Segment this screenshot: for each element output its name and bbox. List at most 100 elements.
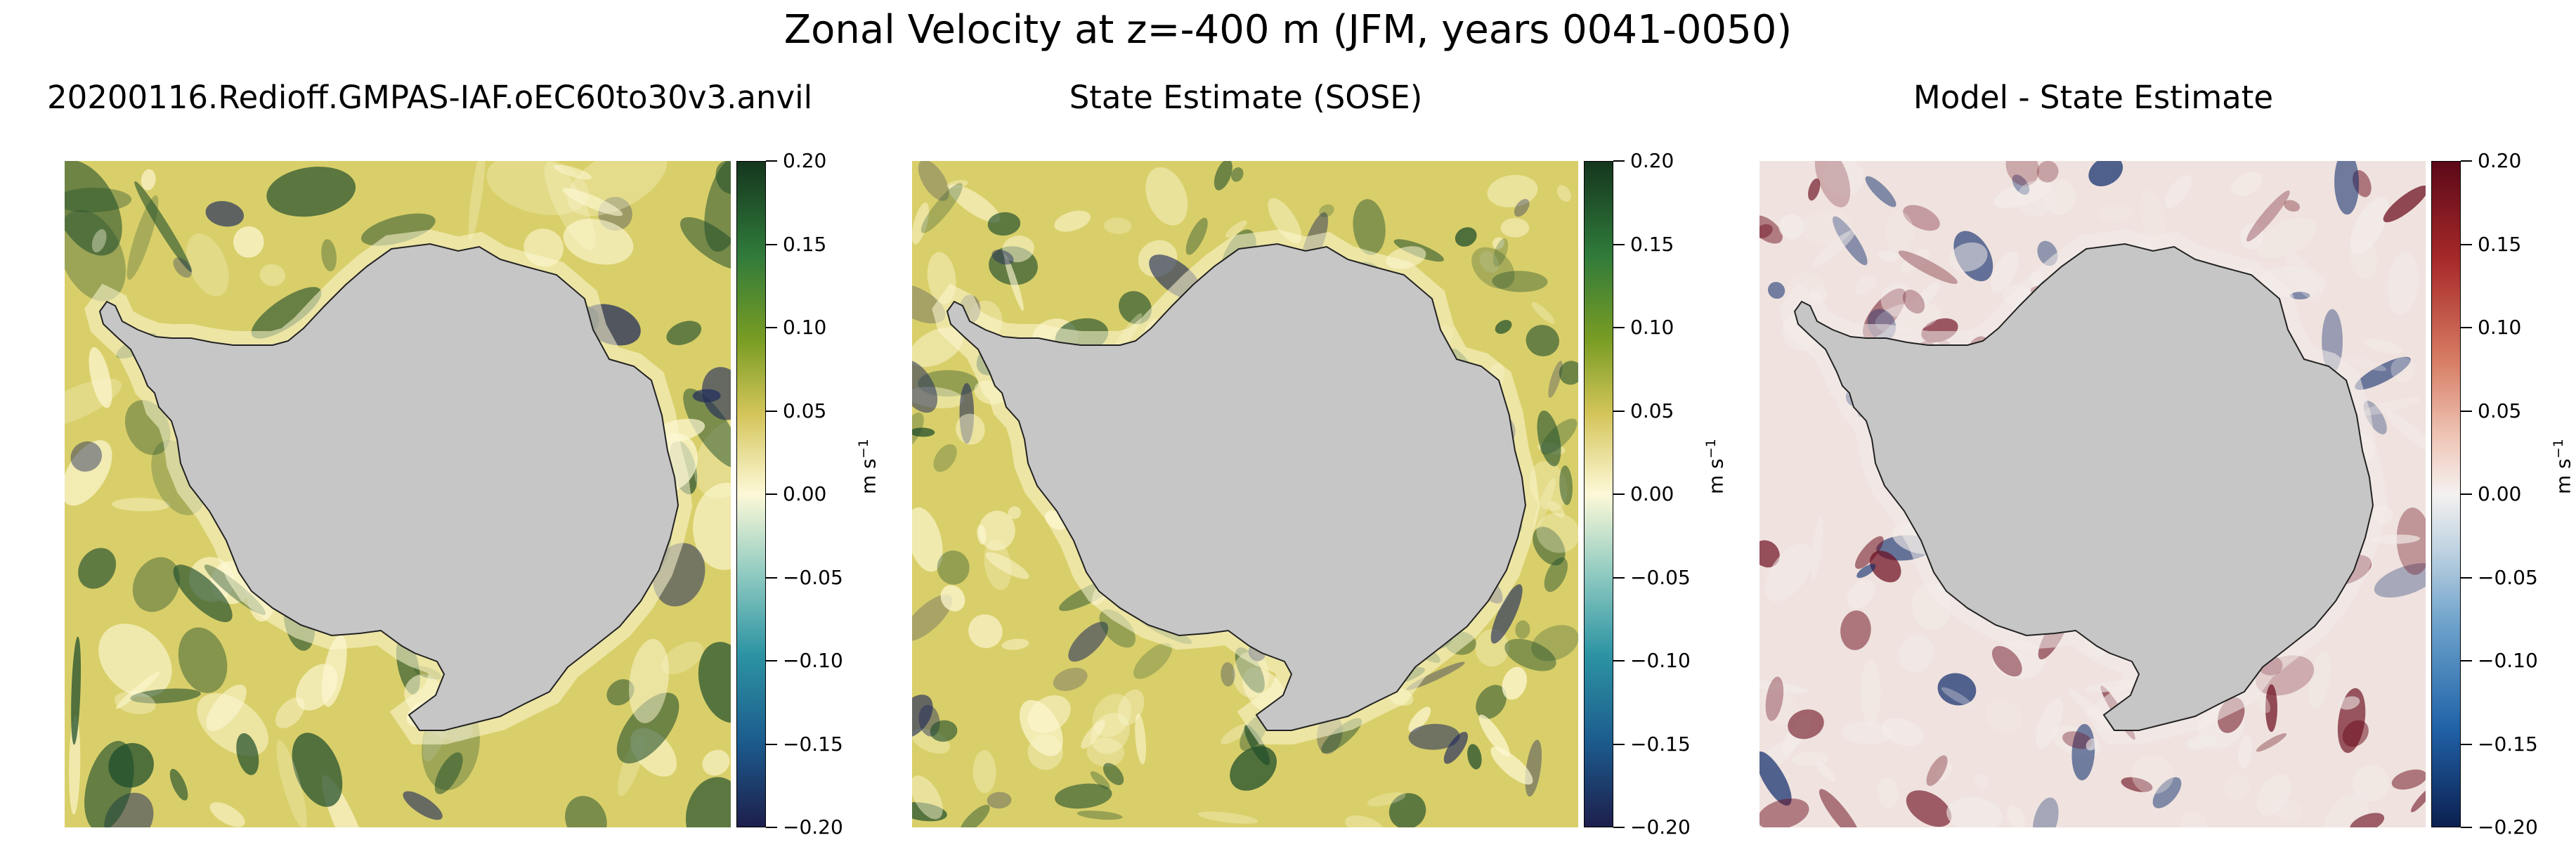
colorbar-tick (766, 160, 777, 162)
field-blob (1504, 638, 1556, 671)
field-blob (968, 614, 1003, 648)
field-blob (680, 217, 731, 270)
panel-2-title: State Estimate (SOSE) (1069, 79, 1423, 116)
colorbar-tick-label: −0.20 (2478, 815, 2538, 839)
field-blob (2290, 292, 2310, 299)
field-blob (1467, 744, 1482, 770)
field-blob (1899, 635, 1934, 673)
field-blob (141, 169, 156, 191)
field-blob (178, 627, 228, 693)
field-blob (2012, 174, 2030, 195)
field-blob (1847, 579, 1875, 609)
field-blob (940, 585, 965, 612)
field-blob (1529, 460, 1568, 511)
field-blob (1001, 638, 1029, 650)
colorbar-tick-label: −0.05 (1630, 565, 1691, 589)
field-blob (918, 161, 949, 201)
field-blob (130, 688, 201, 704)
field-blob (912, 802, 947, 822)
colorbar-tick (2461, 493, 2472, 495)
field-blob (2383, 186, 2426, 223)
field-blob (563, 219, 634, 265)
field-blob (1559, 361, 1578, 385)
colorbar-tick (766, 827, 777, 828)
field-blob (209, 802, 245, 827)
colorbar-tick-label: 0.20 (783, 149, 827, 172)
field-blob (2223, 773, 2251, 801)
colorbar-tick (1613, 160, 1625, 162)
field-blob (978, 510, 1015, 551)
field-blob (985, 552, 1029, 579)
field-blob (912, 427, 935, 437)
field-blob (1926, 755, 1948, 787)
colorbar-tick (1613, 660, 1625, 661)
field-blob (661, 641, 704, 675)
field-blob (1099, 609, 1136, 648)
field-blob (1068, 621, 1109, 662)
field-blob (2289, 253, 2307, 268)
field-blob (2387, 252, 2419, 316)
field-blob (259, 264, 285, 286)
field-blob (2238, 735, 2253, 768)
field-blob (2152, 777, 2182, 808)
field-blob (2131, 755, 2174, 794)
field-blob (2372, 534, 2421, 544)
field-blob (2385, 411, 2426, 453)
field-blob (1878, 250, 1899, 262)
field-blob (1492, 237, 1504, 250)
field-blob (1898, 250, 1958, 284)
field-blob (132, 557, 180, 612)
panel-3-colorbar (2431, 161, 2461, 827)
field-blob (2411, 787, 2426, 813)
colorbar-tick-label: −0.10 (783, 649, 843, 672)
field-blob (2246, 190, 2290, 242)
field-blob (1869, 550, 1901, 583)
field-blob (1993, 180, 2053, 208)
field-blob (1086, 737, 1125, 767)
panel-1-colorbar-label: m s−1 (856, 439, 880, 494)
field-blob (434, 752, 463, 794)
field-blob (2071, 723, 2095, 781)
field-blob (1476, 685, 1507, 719)
colorbar-tick-label: −0.05 (2478, 565, 2538, 589)
colorbar-tick-label: 0.10 (783, 316, 827, 339)
field-blob (292, 732, 343, 807)
field-blob (169, 768, 188, 801)
field-blob (1813, 230, 1856, 266)
field-blob (1443, 732, 1469, 764)
colorbar-tick-label: −0.15 (2478, 732, 2538, 756)
colorbar-tick-label: −0.15 (783, 732, 843, 756)
field-blob (1133, 643, 1172, 679)
field-blob (1936, 763, 1953, 781)
colorbar-tick-label: −0.20 (1630, 815, 1691, 839)
field-blob (1490, 584, 1523, 644)
field-blob (565, 796, 607, 827)
colorbar-tick-label: −0.15 (1630, 732, 1691, 756)
field-blob (1840, 610, 1871, 650)
field-blob (65, 440, 112, 506)
field-blob (89, 347, 112, 408)
field-blob (468, 161, 486, 240)
colorbar-tick (766, 410, 777, 412)
field-blob (173, 564, 233, 623)
field-blob (1819, 789, 1861, 827)
field-blob (912, 359, 938, 413)
field-blob (1104, 217, 1132, 234)
field-blob (1949, 242, 1988, 272)
field-blob (1319, 204, 1334, 217)
field-blob (69, 715, 81, 815)
field-blob (930, 720, 958, 742)
colorbar-tick (1613, 576, 1625, 579)
field-blob (933, 444, 957, 472)
field-blob (1526, 325, 1559, 356)
field-blob (2256, 774, 2292, 815)
field-blob (70, 441, 103, 472)
field-blob (912, 283, 946, 324)
field-blob (1231, 167, 1244, 182)
field-blob (126, 195, 159, 280)
colorbar-tick (766, 660, 777, 661)
field-blob (947, 180, 968, 188)
field-blob (1808, 178, 1821, 201)
field-blob (1759, 540, 1780, 568)
field-blob (1455, 227, 1477, 247)
